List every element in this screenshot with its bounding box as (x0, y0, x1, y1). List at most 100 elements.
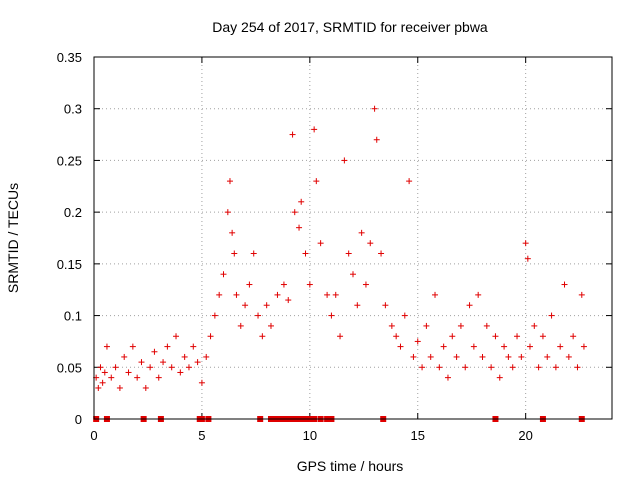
data-point (116, 384, 123, 391)
data-point (341, 157, 348, 164)
data-point (302, 250, 309, 257)
chart-title: Day 254 of 2017, SRMTID for receiver pbw… (212, 19, 488, 35)
data-point (155, 374, 162, 381)
y-tick-label: 0.15 (57, 257, 82, 272)
data-point (267, 322, 274, 329)
data-point (432, 291, 439, 298)
data-point (134, 374, 141, 381)
y-axis-label: SRMTID / TECUs (5, 183, 21, 293)
data-point (289, 131, 296, 138)
data-point (501, 343, 508, 350)
data-point (406, 178, 413, 185)
data-point (337, 333, 344, 340)
data-point (457, 322, 464, 329)
data-point (401, 312, 408, 319)
data-point (373, 136, 380, 143)
data-point (552, 364, 559, 371)
data-point (229, 229, 236, 236)
data-point (198, 379, 205, 386)
data-point (371, 105, 378, 112)
data-point (147, 364, 154, 371)
data-point (531, 322, 538, 329)
data-point (444, 374, 451, 381)
data-point (129, 343, 136, 350)
data-point (255, 312, 262, 319)
data-point (350, 271, 356, 278)
data-point (354, 302, 361, 309)
data-point (101, 369, 108, 376)
data-point (436, 364, 443, 371)
data-point (97, 364, 104, 371)
data-point (475, 291, 482, 298)
data-point (509, 364, 516, 371)
data-point (492, 333, 499, 340)
data-point (168, 364, 175, 371)
data-point (181, 353, 188, 360)
data-point (449, 333, 456, 340)
data-point (382, 302, 389, 309)
data-point (462, 364, 469, 371)
x-tick-label: 0 (90, 428, 97, 443)
y-tick-label: 0.35 (57, 50, 82, 65)
data-point (410, 353, 417, 360)
data-point (479, 353, 486, 360)
data-point (328, 312, 335, 319)
data-point (522, 240, 529, 247)
data-point (151, 348, 158, 355)
data-point (378, 250, 385, 257)
data-point (291, 209, 298, 216)
x-tick-label: 20 (518, 428, 532, 443)
data-point (233, 291, 240, 298)
data-point (561, 281, 568, 288)
data-point (190, 343, 197, 350)
data-point (397, 343, 404, 350)
data-point (578, 291, 585, 298)
y-tick-label: 0.1 (64, 309, 82, 324)
data-point (574, 364, 581, 371)
data-point (362, 281, 369, 288)
data-point (505, 353, 512, 360)
data-point (427, 353, 434, 360)
data-point (177, 369, 184, 376)
data-point (142, 384, 149, 391)
grid-lines (94, 57, 612, 419)
data-point (99, 379, 106, 386)
x-tick-label: 10 (303, 428, 317, 443)
data-point (423, 322, 430, 329)
data-point (526, 343, 533, 350)
data-point (226, 178, 233, 185)
data-point (570, 333, 577, 340)
data-point (470, 343, 477, 350)
data-point (173, 333, 180, 340)
data-point (580, 343, 587, 350)
data-point (317, 240, 324, 247)
data-point (216, 291, 223, 298)
data-point (306, 281, 313, 288)
data-point (185, 364, 192, 371)
data-point (544, 353, 551, 360)
data-point (298, 198, 305, 205)
data-point (514, 333, 521, 340)
data-point (488, 364, 495, 371)
data-point (246, 281, 253, 288)
data-point (160, 359, 167, 366)
y-tick-label: 0.05 (57, 360, 82, 375)
data-point (164, 343, 171, 350)
data-point (220, 271, 227, 278)
y-tick-label: 0.3 (64, 102, 82, 117)
data-point (324, 291, 331, 298)
data-point (345, 250, 352, 257)
y-tick-label: 0 (75, 412, 82, 427)
data-point (440, 343, 447, 350)
data-point (453, 353, 460, 360)
data-point (121, 353, 128, 360)
data-point (125, 369, 132, 376)
x-axis-label: GPS time / hours (297, 458, 404, 474)
data-point (280, 281, 287, 288)
data-point (524, 255, 531, 262)
data-point (237, 322, 244, 329)
axis-ticks: 0 0.05 0.1 0.15 0.2 0.25 0.3 0.35 0 5 10 15 20 (57, 50, 612, 443)
data-point (466, 302, 473, 309)
data-point (313, 178, 320, 185)
